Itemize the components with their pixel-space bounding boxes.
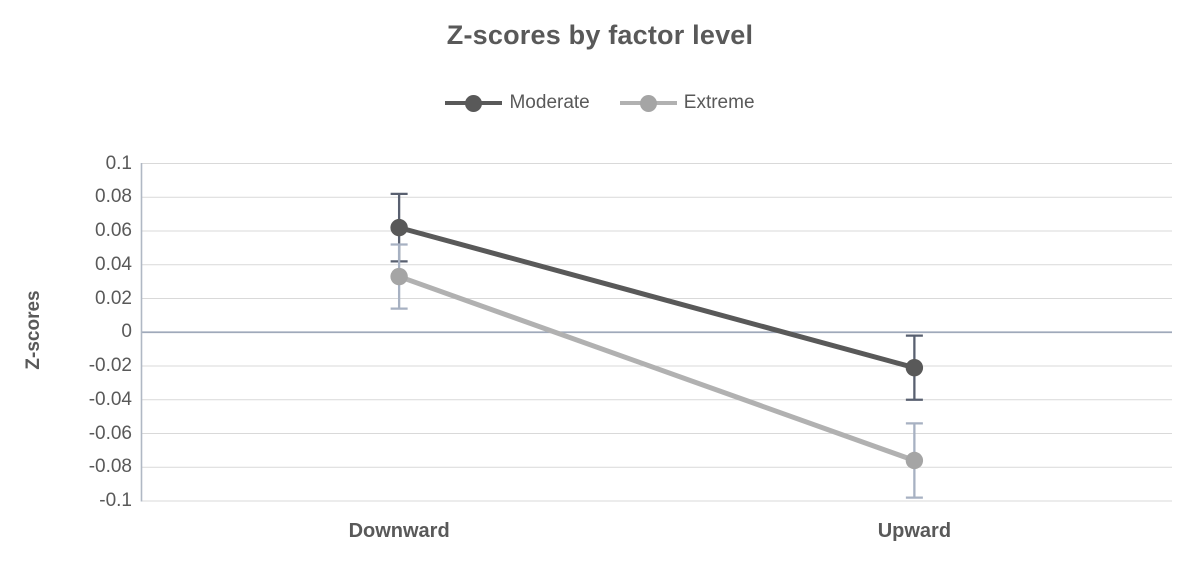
y-tick-label: 0.08 [95, 186, 132, 208]
series-line-extreme [396, 274, 917, 463]
legend-label-extreme: Extreme [683, 92, 755, 113]
legend-marker-extreme [619, 93, 677, 113]
y-tick-label: -0.04 [88, 388, 132, 410]
x-axis-label-upward: Upward [877, 520, 952, 542]
y-tick-label: 0.04 [95, 253, 132, 275]
series-line-moderate [396, 225, 917, 371]
data-point-extreme-downward [390, 267, 408, 286]
legend-dot-moderate [465, 94, 483, 112]
data-point-moderate-upward [905, 358, 924, 377]
legend-dot-extreme [639, 94, 657, 112]
legend: Moderate Extreme [0, 92, 1200, 114]
y-tick-label: 0.06 [95, 220, 132, 241]
legend-item-extreme: Extreme [619, 92, 755, 114]
y-tick-label: 0.1 [105, 152, 132, 174]
y-tick-label: -0.08 [88, 456, 132, 478]
x-axis-label-downward: Downward [348, 520, 450, 542]
legend-label-moderate: Moderate [509, 92, 590, 113]
data-point-moderate-downward [390, 218, 408, 237]
y-tick-label: -0.1 [99, 490, 132, 511]
y-tick-label: -0.06 [88, 422, 132, 444]
chart-title: Z-scores by factor level [446, 20, 754, 50]
legend-item-moderate: Moderate [445, 92, 590, 114]
y-tick-label: -0.02 [88, 355, 132, 376]
y-tick-label: 0 [121, 321, 132, 343]
y-tick-label: 0.02 [95, 287, 132, 309]
legend-marker-moderate [445, 93, 503, 113]
data-point-extreme-upward [905, 451, 924, 470]
